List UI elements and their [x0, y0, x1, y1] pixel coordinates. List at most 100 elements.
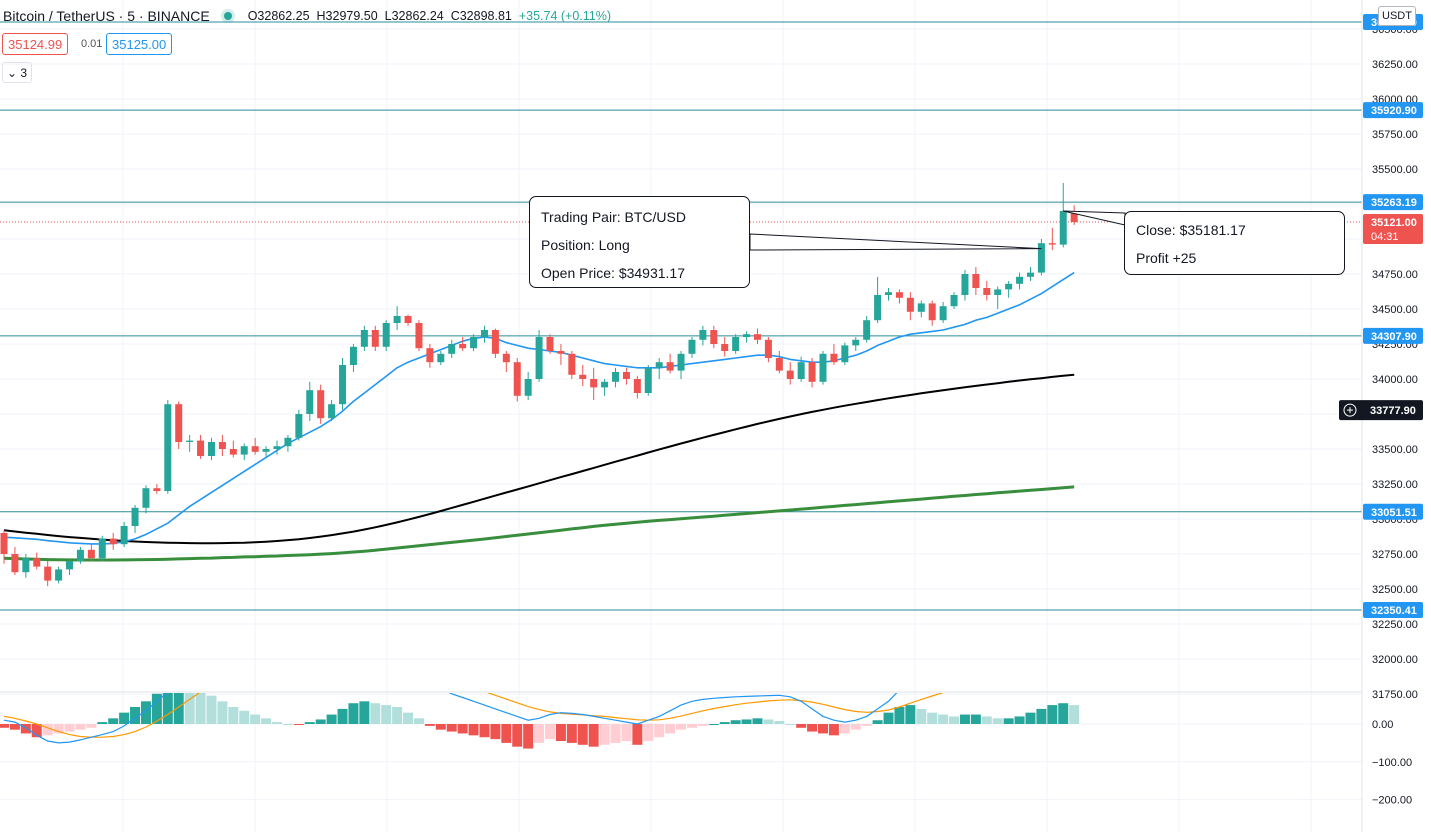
- candle[interactable]: [688, 337, 696, 358]
- candle[interactable]: [928, 300, 936, 326]
- candle[interactable]: [229, 440, 237, 458]
- buy-price-button[interactable]: 35125.00: [106, 33, 173, 55]
- candles[interactable]: [0, 183, 1078, 587]
- candle[interactable]: [459, 337, 467, 351]
- candle[interactable]: [120, 521, 128, 547]
- level-price-badge[interactable]: [1363, 327, 1423, 344]
- candle[interactable]: [11, 547, 19, 575]
- candle[interactable]: [98, 535, 106, 561]
- candle[interactable]: [491, 328, 499, 358]
- candle[interactable]: [612, 367, 620, 388]
- candle[interactable]: [874, 276, 882, 323]
- candle[interactable]: [797, 356, 805, 382]
- candle[interactable]: [218, 435, 226, 456]
- candle[interactable]: [339, 358, 347, 410]
- candle[interactable]: [349, 344, 357, 372]
- currency-selector[interactable]: USDT: [1378, 6, 1416, 26]
- candle[interactable]: [306, 381, 314, 421]
- candle[interactable]: [360, 325, 368, 351]
- candle[interactable]: [328, 400, 336, 421]
- candle[interactable]: [0, 530, 8, 564]
- candle[interactable]: [142, 485, 150, 514]
- candle[interactable]: [513, 358, 521, 402]
- candle[interactable]: [33, 552, 41, 570]
- level-price-badge[interactable]: [1363, 601, 1423, 618]
- candle[interactable]: [393, 306, 401, 330]
- candle[interactable]: [819, 351, 827, 385]
- candle[interactable]: [66, 558, 74, 575]
- candle[interactable]: [852, 337, 860, 351]
- candle[interactable]: [622, 367, 630, 385]
- candle[interactable]: [666, 353, 674, 374]
- candle[interactable]: [786, 362, 794, 385]
- candle[interactable]: [721, 337, 729, 357]
- candle[interactable]: [1026, 267, 1034, 281]
- candle[interactable]: [633, 376, 641, 399]
- candle[interactable]: [1016, 272, 1024, 290]
- candle[interactable]: [382, 320, 390, 351]
- candle[interactable]: [579, 365, 587, 386]
- candle[interactable]: [480, 325, 488, 343]
- candle[interactable]: [895, 289, 903, 304]
- candle[interactable]: [109, 533, 117, 550]
- candle[interactable]: [1059, 183, 1067, 248]
- level-price-badge[interactable]: [1363, 194, 1423, 211]
- candle[interactable]: [131, 505, 139, 533]
- open-position-annotation[interactable]: Trading Pair: BTC/USD Position: Long Ope…: [529, 196, 750, 288]
- candle[interactable]: [830, 344, 838, 365]
- candle[interactable]: [44, 561, 52, 587]
- candle[interactable]: [284, 435, 292, 452]
- indicators-collapse-button[interactable]: ⌄ 3: [2, 62, 32, 83]
- add-alert-icon[interactable]: [1343, 403, 1357, 417]
- candle[interactable]: [448, 339, 456, 358]
- candle[interactable]: [1037, 239, 1045, 276]
- candle[interactable]: [994, 286, 1002, 309]
- candle[interactable]: [470, 334, 478, 351]
- candle[interactable]: [677, 351, 685, 379]
- candle[interactable]: [568, 351, 576, 379]
- candle[interactable]: [885, 288, 893, 301]
- candle[interactable]: [371, 325, 379, 351]
- candle[interactable]: [644, 365, 652, 396]
- candle[interactable]: [775, 351, 783, 374]
- candle[interactable]: [164, 400, 172, 494]
- candle[interactable]: [317, 384, 325, 424]
- candle[interactable]: [841, 342, 849, 365]
- candle[interactable]: [197, 435, 205, 459]
- candle[interactable]: [295, 409, 303, 441]
- candle[interactable]: [950, 292, 958, 309]
- sell-price-button[interactable]: 35124.99: [2, 33, 69, 55]
- candle[interactable]: [415, 320, 423, 351]
- candle[interactable]: [743, 331, 751, 343]
- candle[interactable]: [655, 358, 663, 379]
- candle[interactable]: [153, 484, 161, 494]
- candle[interactable]: [273, 440, 281, 455]
- candle[interactable]: [76, 547, 84, 564]
- candle[interactable]: [590, 367, 598, 400]
- candle[interactable]: [251, 437, 259, 455]
- candle[interactable]: [917, 300, 925, 318]
- candle[interactable]: [404, 314, 412, 326]
- level-price-badge[interactable]: [1363, 503, 1423, 520]
- candle[interactable]: [808, 358, 816, 388]
- candle[interactable]: [710, 325, 718, 349]
- close-position-annotation[interactable]: Close: $35181.17 Profit +25: [1124, 211, 1345, 275]
- candle[interactable]: [87, 544, 95, 561]
- candle[interactable]: [983, 281, 991, 301]
- symbol-title[interactable]: Bitcoin / TetherUS · 5 · BINANCE: [3, 8, 210, 24]
- candle[interactable]: [524, 372, 532, 400]
- candle[interactable]: [939, 302, 947, 323]
- candle[interactable]: [546, 334, 554, 354]
- candle[interactable]: [262, 446, 270, 458]
- candle[interactable]: [175, 401, 183, 449]
- candle[interactable]: [22, 554, 30, 578]
- macd-pane[interactable]: [0, 652, 1080, 749]
- candle[interactable]: [1048, 227, 1056, 251]
- candle[interactable]: [1005, 281, 1013, 298]
- candle[interactable]: [207, 437, 215, 461]
- candle[interactable]: [906, 292, 914, 321]
- candle[interactable]: [863, 316, 871, 343]
- candle[interactable]: [557, 344, 565, 365]
- candle[interactable]: [753, 328, 761, 344]
